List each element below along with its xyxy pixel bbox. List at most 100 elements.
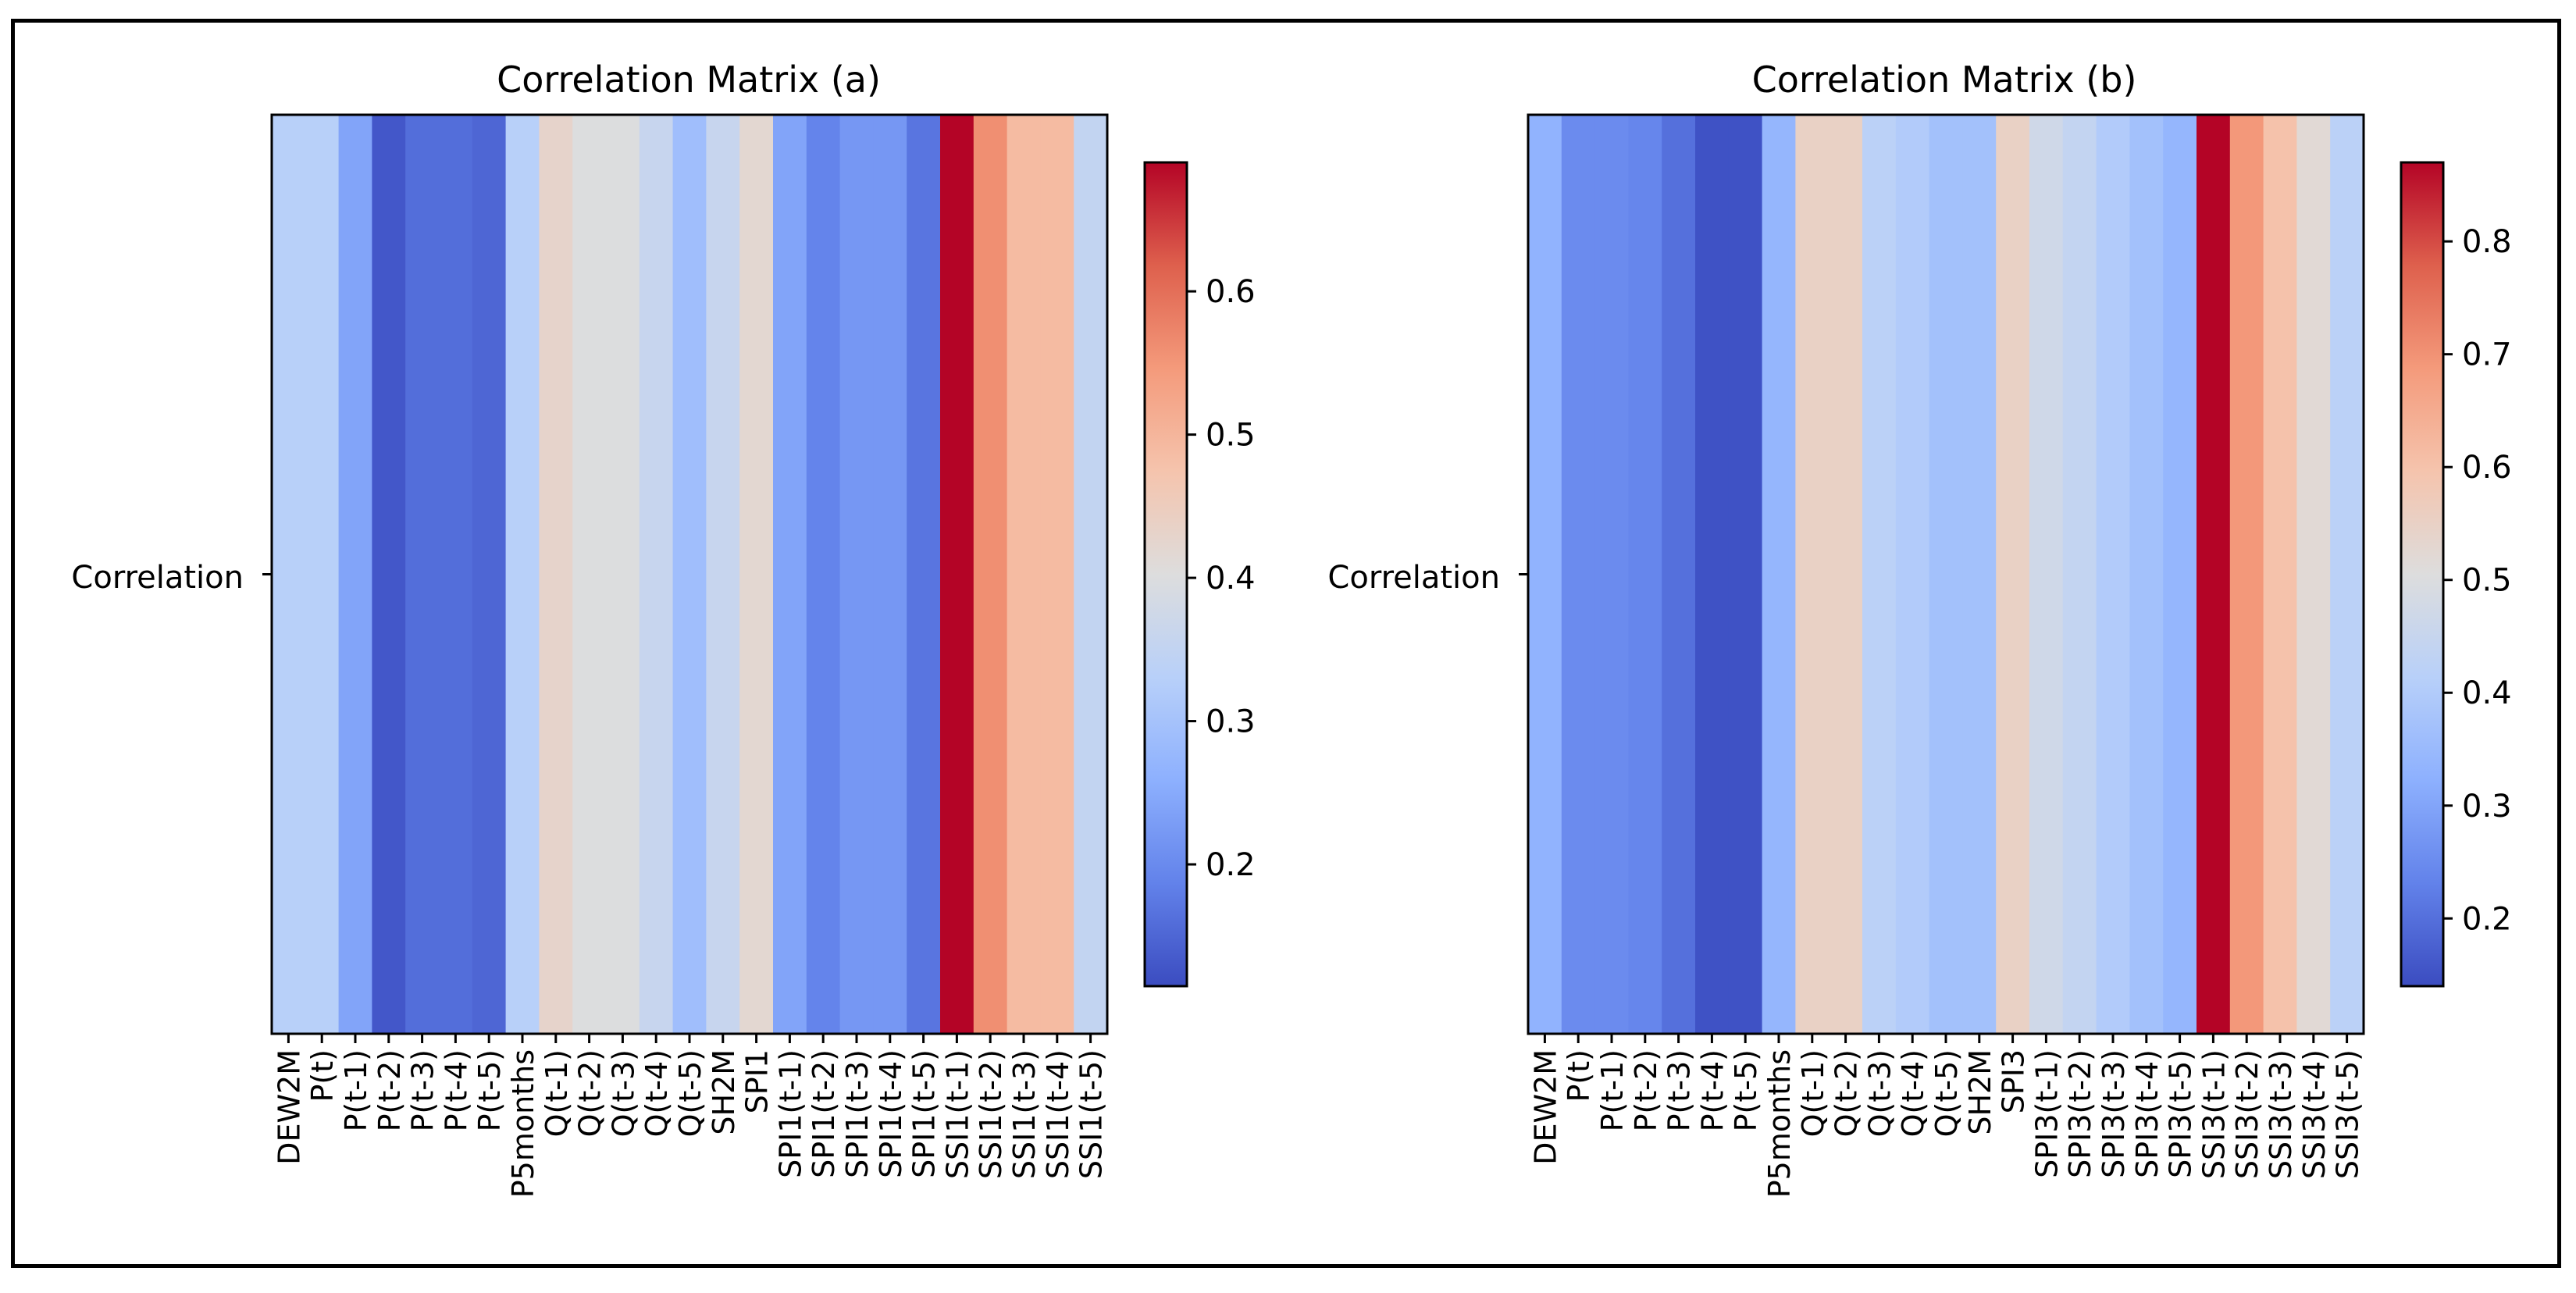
x-tick-label: Q(t-4) [1896,1049,1930,1137]
heatmap-cell [1829,115,1863,1034]
heatmap-cell [940,115,974,1034]
heatmap-cell [606,115,640,1034]
heatmap-cell [2129,115,2164,1034]
heatmap-cell [672,115,707,1034]
heatmap-cell [305,115,340,1034]
x-tick-label: P5months [506,1049,540,1198]
x-tick-label: SPI1(t-3) [840,1049,875,1178]
heatmap-cell [1561,115,1596,1034]
heatmap-cell [439,115,473,1034]
x-tick-label: SSI3(t-2) [2230,1049,2264,1179]
colorbar-tick-label: 0.2 [2462,901,2512,937]
heatmap-cell [1074,115,1108,1034]
x-tick-label: DEW2M [1528,1049,1562,1165]
row-label: Correlation [1327,560,1500,596]
colorbar-tick-label: 0.6 [1206,274,1256,310]
heatmap-cell [1594,115,1629,1034]
x-tick-label: SSI1(t-3) [1007,1049,1042,1179]
panel-a: Correlation Matrix (a) Correlation DEW2M… [71,59,1255,1198]
heatmap-cell [1962,115,1997,1034]
colorbar [1143,161,1188,988]
heatmap-cell [1628,115,1662,1034]
heatmap-cell [706,115,740,1034]
colorbar-tick-label: 0.3 [2462,789,2512,825]
heatmap-cell [572,115,607,1034]
heatmap-cell [2062,115,2097,1034]
chart-title: Correlation Matrix (a) [497,59,881,101]
heatmap-cell [1762,115,1796,1034]
colorbar-tick-label: 0.5 [2462,563,2512,599]
heatmap-cell [1528,115,1562,1034]
heatmap-cell [2029,115,2064,1034]
x-tick-label: P(t-3) [406,1049,440,1131]
heatmap-cell [2263,115,2297,1034]
x-tick-label: SSI1(t-2) [974,1049,1008,1179]
heatmap-cell [839,115,874,1034]
colorbar [2400,161,2445,988]
heatmap-cell [1695,115,1730,1034]
x-tick-label: SPI3(t-2) [2063,1049,2097,1178]
heatmap-cell [405,115,440,1034]
x-tick-label: P(t-1) [1595,1049,1630,1131]
heatmap-cell [1007,115,1041,1034]
colorbar-tick-label: 0.8 [2462,224,2512,260]
x-tick-label: Q(t-3) [606,1049,640,1137]
heatmap-cell [2330,115,2364,1034]
x-tick-label: SSI1(t-5) [1074,1049,1109,1179]
heatmap-cell [1728,115,1763,1034]
x-tick-label: P(t) [305,1049,340,1102]
x-tick-label: SSI3(t-3) [2264,1049,2298,1179]
x-tick-label: Q(t-4) [640,1049,674,1137]
heatmap-cell [773,115,807,1034]
x-tick-label: SSI1(t-4) [1041,1049,1075,1179]
heatmap-cell [806,115,841,1034]
x-tick-label: SPI3(t-5) [2164,1049,2198,1178]
x-tick-label: P(t-4) [1695,1049,1730,1131]
heatmap-cell [272,115,306,1034]
x-tick-label: SPI3(t-1) [2029,1049,2064,1178]
x-tick-label: SPI1(t-4) [874,1049,908,1178]
heatmap-cell [2296,115,2331,1034]
x-tick-label: P5months [1762,1049,1797,1198]
x-tick-label: SPI1(t-1) [773,1049,807,1178]
heatmap-cell [2197,115,2231,1034]
heatmap-cell [338,115,372,1034]
heatmap-cell [973,115,1008,1034]
x-tick-label: SSI3(t-4) [2297,1049,2332,1179]
heatmap-cell [1040,115,1074,1034]
heatmap-cell [1895,115,1930,1034]
colorbar-tick-label: 0.2 [1206,847,1256,883]
x-tick-label: SH2M [1963,1049,1997,1135]
chart-title: Correlation Matrix (b) [1752,59,2137,101]
colorbar-tick-label: 0.4 [1206,561,1256,597]
heatmap-cell [1662,115,1696,1034]
colorbar-tick-label: 0.5 [1206,418,1256,454]
heatmap-cell [1929,115,1963,1034]
x-tick-label: SPI1(t-2) [807,1049,841,1178]
heatmap-cell [907,115,941,1034]
x-tick-label: Q(t-1) [1796,1049,1830,1137]
heatmap-cell [472,115,507,1034]
heatmap-cell [372,115,406,1034]
x-tick-label: Q(t-3) [1862,1049,1897,1137]
row-label: Correlation [71,560,244,596]
colorbar-tick-label: 0.3 [1206,704,1256,740]
heatmap-cell [2229,115,2264,1034]
x-tick-label: SSI1(t-1) [940,1049,974,1179]
x-tick-label: Q(t-5) [1929,1049,1964,1137]
x-tick-label: DEW2M [272,1049,306,1165]
x-tick-label: Q(t-2) [573,1049,607,1137]
x-tick-label: SH2M [707,1049,741,1135]
x-tick-label: P(t-5) [1729,1049,1763,1131]
x-tick-label: P(t-4) [439,1049,473,1131]
heatmap-cell [1996,115,2030,1034]
heatmap-cell [539,115,573,1034]
x-tick-label: Q(t-2) [1830,1049,1864,1137]
x-tick-label: SSI3(t-1) [2197,1049,2231,1179]
x-tick-label: Q(t-5) [673,1049,707,1137]
colorbar-tick-label: 0.6 [2462,450,2512,486]
x-tick-label: P(t-3) [1662,1049,1697,1131]
heatmap-cell [639,115,674,1034]
x-tick-label: SPI1(t-5) [907,1049,942,1178]
